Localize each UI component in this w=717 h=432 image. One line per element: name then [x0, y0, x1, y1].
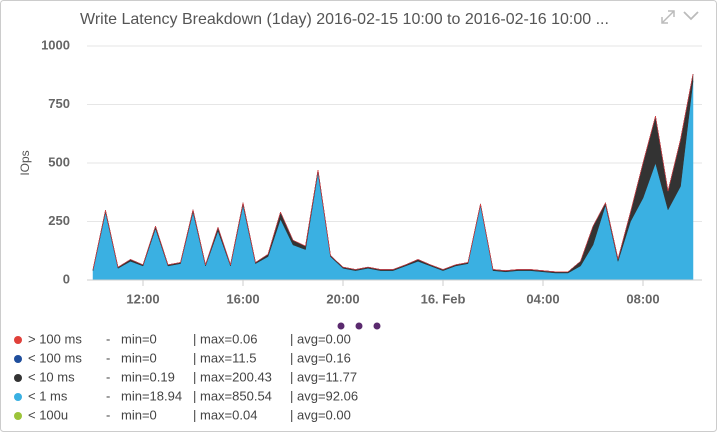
y-tick-label: 1000	[41, 37, 70, 52]
legend-stat: | max=0.04	[193, 407, 257, 422]
legend-label: < 10 ms	[28, 369, 75, 384]
legend-stat: | avg=0.00	[290, 407, 351, 422]
y-tick-label: 250	[48, 213, 70, 228]
y-tick-label: 750	[48, 96, 70, 111]
chart-title: Write Latency Breakdown (1day) 2016-02-1…	[80, 11, 609, 28]
legend-stat: | max=200.43	[193, 369, 272, 384]
legend-stat: -	[106, 350, 110, 365]
expand-icon[interactable]	[661, 10, 675, 24]
legend-marker	[14, 336, 22, 344]
legend-marker	[14, 355, 22, 363]
legend-stat: | max=0.06	[193, 331, 257, 346]
legend-stat: -	[106, 331, 110, 346]
legend-label: < 1 ms	[28, 388, 68, 403]
y-axis-label: IOps	[18, 150, 32, 175]
legend-label: < 100 ms	[28, 350, 82, 365]
legend-stat: | avg=0.16	[290, 350, 351, 365]
legend-stat: min=0	[121, 407, 157, 422]
legend-stat: min=0.19	[121, 369, 175, 384]
x-tick-label: 12:00	[126, 291, 159, 306]
collapse-icon[interactable]	[683, 11, 699, 21]
plot: 0 250 500 750 1000 12:00 16:00 20:00 16. Feb 04:0…	[41, 37, 702, 306]
legend-stat: min=0	[121, 350, 157, 365]
legend-stat: | max=850.54	[193, 388, 272, 403]
legend-stat: -	[106, 388, 110, 403]
legend-marker	[14, 412, 22, 420]
legend-stat: min=18.94	[121, 388, 182, 403]
legend-stat: -	[106, 407, 110, 422]
page-dot[interactable]	[355, 322, 363, 330]
legend-stat: | avg=92.06	[290, 388, 358, 403]
legend-label: < 100u	[28, 407, 68, 422]
x-tick-label: 16:00	[226, 291, 259, 306]
x-tick-label: 16. Feb	[421, 291, 466, 306]
page-dot[interactable]	[337, 322, 345, 330]
y-tick-label: 500	[48, 154, 70, 169]
legend-marker	[14, 374, 22, 382]
legend-stat: | avg=0.00	[290, 331, 351, 346]
x-tick-label: 20:00	[326, 291, 359, 306]
page-dot[interactable]	[373, 322, 381, 330]
y-tick-label: 0	[63, 271, 70, 286]
legend-stat: min=0	[121, 331, 157, 346]
legend-stat: | avg=11.77	[290, 369, 357, 384]
legend-stat: -	[106, 369, 110, 384]
legend-stat: | max=11.5	[193, 350, 256, 365]
legend-marker	[14, 393, 22, 401]
pager	[337, 322, 381, 330]
legend: > 100 ms - min=0 | max=0.06 | avg=0.00< 100 …	[14, 331, 358, 422]
x-tick-label: 08:00	[626, 291, 659, 306]
legend-label: > 100 ms	[28, 331, 82, 346]
x-tick-label: 04:00	[526, 291, 559, 306]
area	[92, 74, 694, 273]
